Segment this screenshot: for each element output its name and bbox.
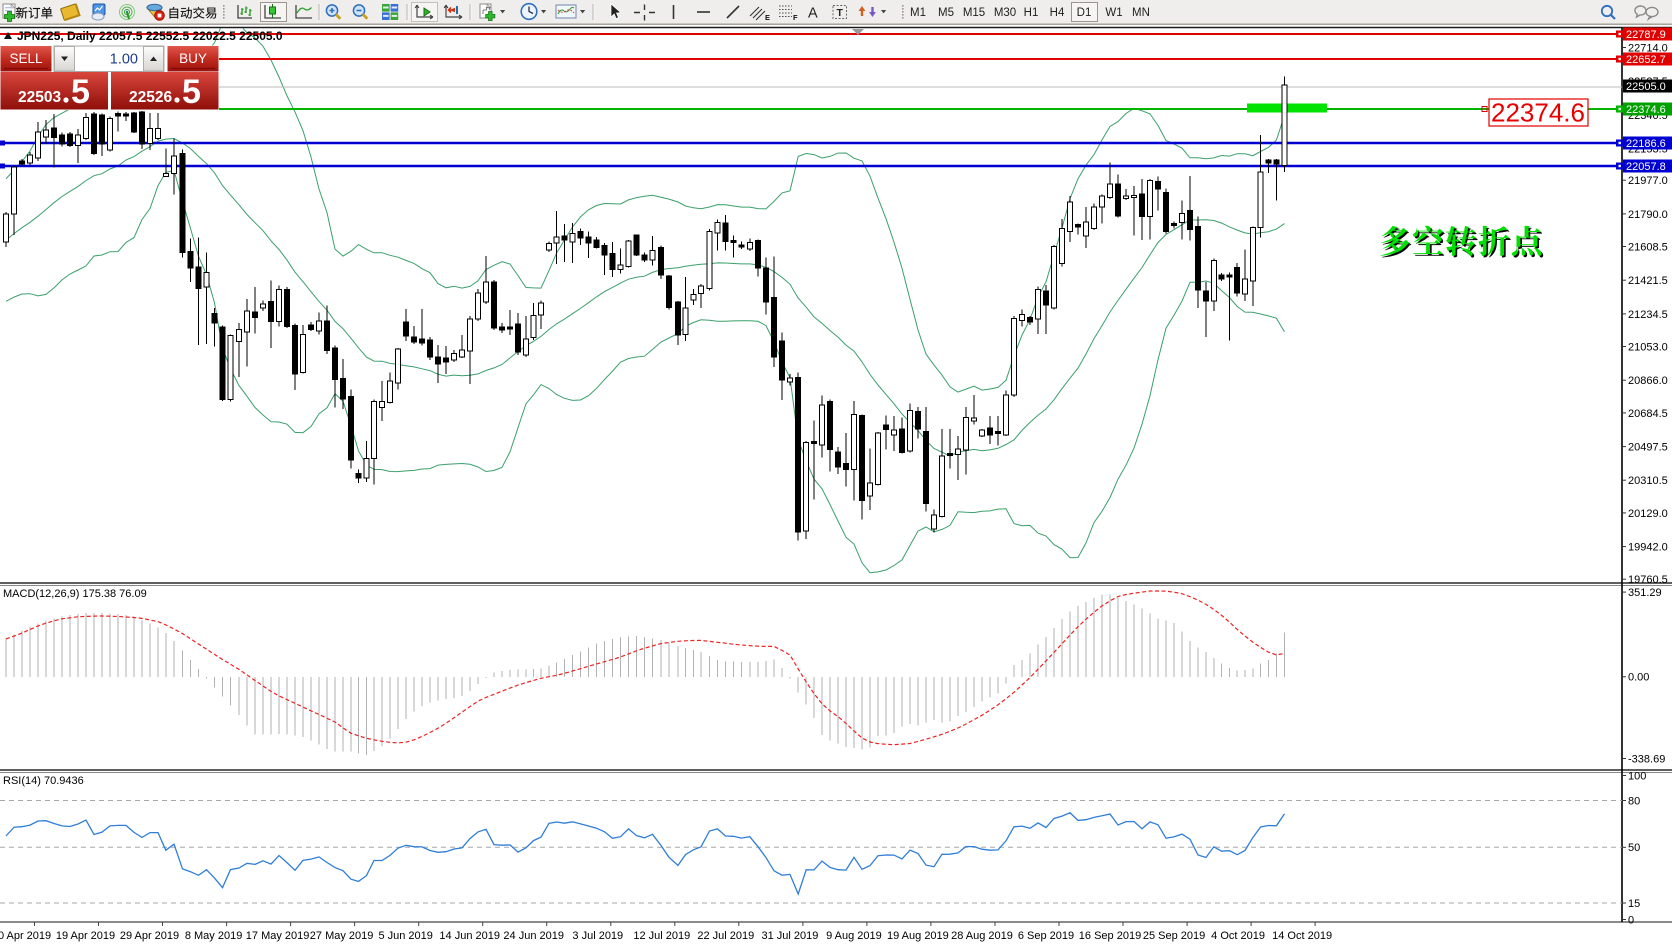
svg-text:M15: M15	[963, 7, 985, 19]
svg-text:T: T	[837, 7, 844, 19]
svg-text:3 Jul 2019: 3 Jul 2019	[572, 930, 623, 942]
svg-text:A: A	[808, 6, 818, 22]
svg-text:22652.7: 22652.7	[1626, 54, 1666, 66]
svg-text:22503: 22503	[18, 89, 61, 106]
svg-text:1.00: 1.00	[110, 52, 138, 68]
svg-text:29 Apr 2019: 29 Apr 2019	[120, 930, 179, 942]
svg-text:22186.6: 22186.6	[1626, 138, 1666, 150]
svg-text:22505.0: 22505.0	[1626, 81, 1666, 93]
svg-text:20866.0: 20866.0	[1628, 375, 1668, 387]
svg-text:22057.8: 22057.8	[1626, 161, 1666, 173]
svg-text:21977.0: 21977.0	[1628, 175, 1668, 187]
svg-text:SELL: SELL	[9, 51, 43, 66]
svg-text:0: 0	[1628, 914, 1634, 926]
svg-text:20497.5: 20497.5	[1628, 442, 1668, 454]
svg-text:19760.5: 19760.5	[1628, 574, 1668, 586]
svg-text:15: 15	[1628, 898, 1640, 910]
svg-text:21234.5: 21234.5	[1628, 309, 1668, 321]
svg-text:21053.0: 21053.0	[1628, 342, 1668, 354]
svg-text:22374.6: 22374.6	[1626, 104, 1666, 116]
svg-text:MACD(12,26,9) 175.38 76.09: MACD(12,26,9) 175.38 76.09	[3, 588, 147, 600]
svg-text:22714.0: 22714.0	[1628, 43, 1668, 55]
svg-text:4 Oct 2019: 4 Oct 2019	[1211, 930, 1265, 942]
svg-text:22374.6: 22374.6	[1491, 98, 1585, 128]
svg-text:351.29: 351.29	[1628, 587, 1662, 599]
svg-text:5: 5	[182, 73, 201, 111]
svg-text:5 Jun 2019: 5 Jun 2019	[378, 930, 432, 942]
svg-text:21421.5: 21421.5	[1628, 275, 1668, 287]
svg-text:-338.69: -338.69	[1628, 753, 1665, 765]
svg-text:M5: M5	[938, 7, 954, 19]
svg-text:28 Aug 2019: 28 Aug 2019	[951, 930, 1013, 942]
svg-text:19 Aug 2019: 19 Aug 2019	[887, 930, 949, 942]
svg-text:22526: 22526	[129, 89, 172, 106]
svg-text:20129.0: 20129.0	[1628, 508, 1668, 520]
svg-text:D1: D1	[1077, 7, 1092, 19]
svg-text:10 Apr 2019: 10 Apr 2019	[0, 930, 51, 942]
svg-text:16 Sep 2019: 16 Sep 2019	[1079, 930, 1141, 942]
svg-text:F: F	[793, 13, 798, 22]
svg-text:14 Oct 2019: 14 Oct 2019	[1272, 930, 1332, 942]
svg-text:5: 5	[71, 73, 90, 111]
svg-text:RSI(14) 70.9436: RSI(14) 70.9436	[3, 775, 84, 787]
svg-text:14 Jun 2019: 14 Jun 2019	[439, 930, 500, 942]
svg-text:100: 100	[1628, 770, 1646, 782]
svg-text:M1: M1	[910, 7, 926, 19]
svg-text:H1: H1	[1024, 7, 1039, 19]
svg-text:BUY: BUY	[179, 51, 207, 66]
svg-text:80: 80	[1628, 795, 1640, 807]
svg-text:H4: H4	[1050, 7, 1065, 19]
svg-text:20310.5: 20310.5	[1628, 475, 1668, 487]
svg-text:21790.0: 21790.0	[1628, 209, 1668, 221]
svg-text:20684.5: 20684.5	[1628, 408, 1668, 420]
svg-text:9 Aug 2019: 9 Aug 2019	[826, 930, 882, 942]
svg-text:22787.9: 22787.9	[1626, 29, 1666, 41]
svg-text:21608.5: 21608.5	[1628, 242, 1668, 254]
svg-text:31 Jul 2019: 31 Jul 2019	[761, 930, 818, 942]
svg-text:19942.0: 19942.0	[1628, 542, 1668, 554]
svg-text:0.00: 0.00	[1628, 672, 1649, 684]
svg-text:W1: W1	[1105, 7, 1122, 19]
svg-text:17 May 2019: 17 May 2019	[246, 930, 310, 942]
svg-text:25 Sep 2019: 25 Sep 2019	[1143, 930, 1205, 942]
svg-text:24 Jun 2019: 24 Jun 2019	[503, 930, 564, 942]
svg-text:50: 50	[1628, 842, 1640, 854]
svg-text:E: E	[765, 13, 770, 22]
svg-text:22 Jul 2019: 22 Jul 2019	[697, 930, 754, 942]
svg-text:27 May 2019: 27 May 2019	[310, 930, 374, 942]
svg-text:6 Sep 2019: 6 Sep 2019	[1018, 930, 1074, 942]
svg-text:MN: MN	[1132, 7, 1150, 19]
svg-text:M30: M30	[994, 7, 1016, 19]
svg-text:19 Apr 2019: 19 Apr 2019	[56, 930, 115, 942]
svg-text:8 May 2019: 8 May 2019	[185, 930, 242, 942]
svg-text:JPN225, Daily 22057.5 22552.5: JPN225, Daily 22057.5 22552.5 22022.5 22…	[17, 29, 283, 43]
svg-text:12 Jul 2019: 12 Jul 2019	[633, 930, 690, 942]
